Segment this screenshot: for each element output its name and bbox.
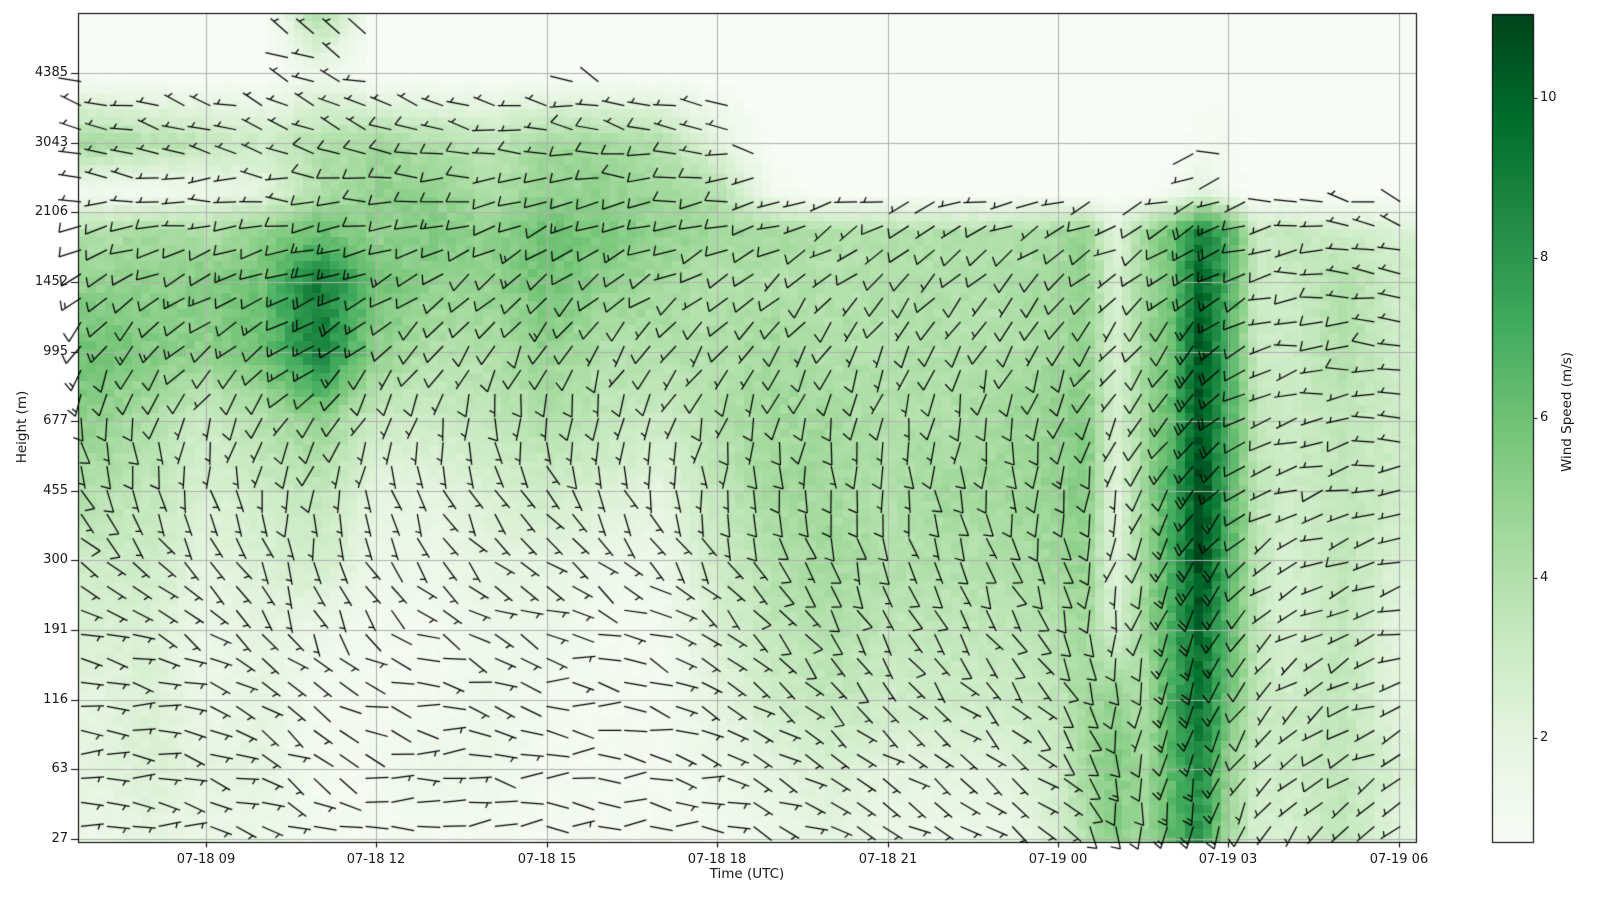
y-axis-title: Height (m) [14, 390, 30, 464]
x-tick-label-27: 07-19 03 [1198, 852, 1258, 867]
y-tick-label-4385: 4385 [34, 65, 68, 80]
colorbar-tick-label-4: 4 [1540, 570, 1549, 585]
y-tick-label-1452: 1452 [34, 274, 68, 289]
x-tick-label-9: 07-18 09 [176, 852, 236, 867]
y-tick-label-995: 995 [43, 344, 68, 359]
colorbar-tick-label-6: 6 [1540, 410, 1549, 425]
colorbar-tick-label-8: 8 [1540, 250, 1549, 265]
y-tick-label-191: 191 [43, 622, 68, 637]
x-tick-label-30: 07-19 06 [1369, 852, 1429, 867]
y-tick-label-455: 455 [43, 483, 68, 498]
y-tick-label-63: 63 [51, 761, 68, 776]
x-tick-label-24: 07-19 00 [1028, 852, 1088, 867]
x-tick-label-21: 07-18 21 [858, 852, 918, 867]
y-tick-label-2106: 2106 [34, 204, 68, 219]
x-tick-label-18: 07-18 18 [687, 852, 747, 867]
colorbar-tick-label-10: 10 [1540, 90, 1557, 105]
y-tick-label-677: 677 [43, 413, 68, 428]
y-tick-label-3043: 3043 [34, 135, 68, 150]
y-tick-label-300: 300 [43, 552, 68, 567]
y-tick-label-116: 116 [43, 692, 68, 707]
y-tick-label-27: 27 [51, 831, 68, 846]
colorbar-tick-label-2: 2 [1540, 730, 1549, 745]
colorbar-title: Wind Speed (m/s) [1559, 351, 1575, 473]
x-tick-label-15: 07-18 15 [517, 852, 577, 867]
x-tick-label-12: 07-18 12 [346, 852, 406, 867]
x-axis-title: Time (UTC) [709, 866, 785, 882]
